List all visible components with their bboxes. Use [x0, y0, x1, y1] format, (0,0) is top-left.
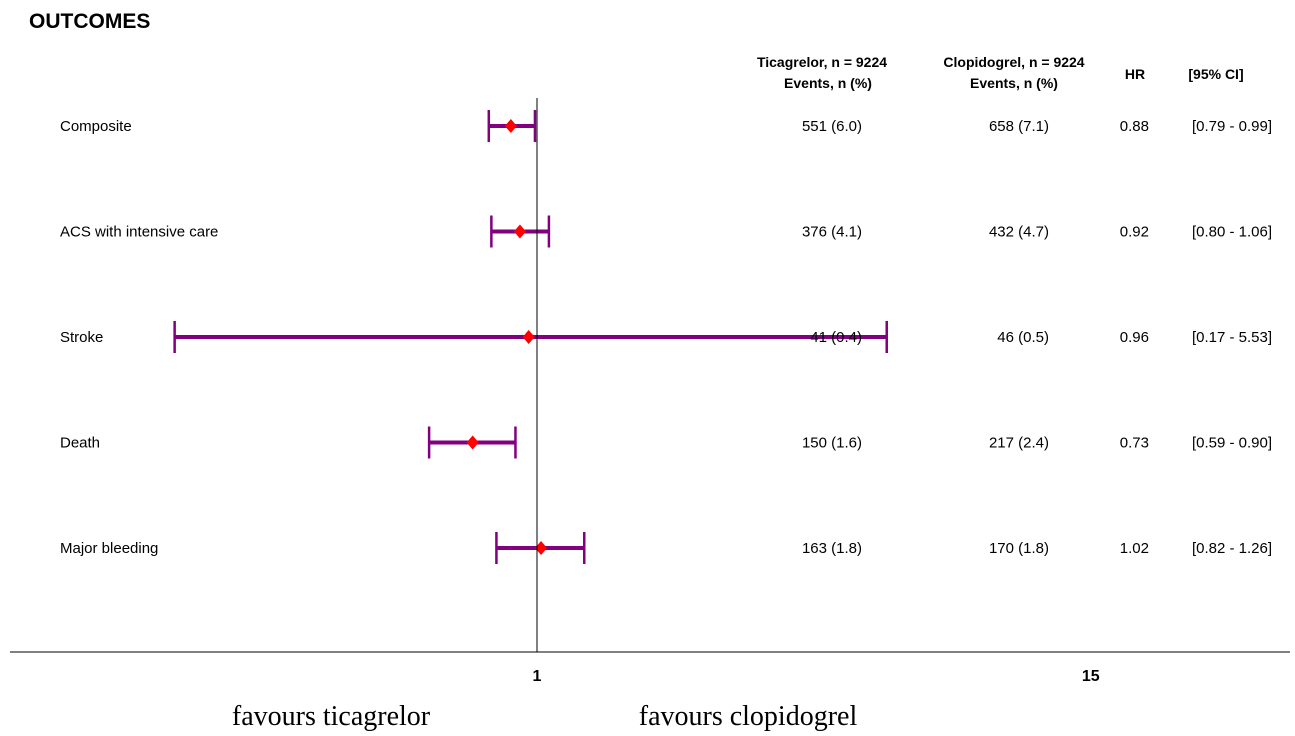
hr-header: HR [1125, 66, 1145, 82]
row-label: Major bleeding [60, 540, 158, 557]
ci-value: [0.79 - 0.99] [1192, 118, 1272, 135]
clopidogrel-header-line2: Events, n (%) [970, 75, 1058, 91]
favours-clopidogrel-label: favours clopidogrel [639, 701, 858, 732]
forest-row: ACS with intensive care 376 (4.1) 432 (4.7… [60, 215, 1272, 248]
ci-value: [0.82 - 1.26] [1192, 540, 1272, 557]
hr-value: 0.88 [1120, 118, 1149, 135]
forest-row: Stroke 41 (0.4) 46 (0.5) 0.96 [0.17 - 5.53] [60, 321, 1272, 353]
ci-value: [0.17 - 5.53] [1192, 329, 1272, 346]
hr-point [522, 330, 535, 344]
ticagrelor-header-line1: Ticagrelor, n = 9224 [757, 54, 887, 70]
ticagrelor-events: 150 (1.6) [802, 435, 862, 452]
hr-point [504, 119, 517, 133]
row-label: Stroke [60, 329, 103, 346]
row-label: Death [60, 435, 100, 452]
x-tick-label: 1 [533, 668, 542, 685]
hr-value: 0.96 [1120, 329, 1149, 346]
clopidogrel-events: 170 (1.8) [989, 540, 1049, 557]
ticagrelor-header-line2: Events, n (%) [784, 75, 872, 91]
clopidogrel-events: 217 (2.4) [989, 435, 1049, 452]
hr-value: 1.02 [1120, 540, 1149, 557]
forest-row: Composite 551 (6.0) 658 (7.1) 0.88 [0.79 - 0… [60, 110, 1272, 142]
ticagrelor-events: 376 (4.1) [802, 224, 862, 241]
clopidogrel-header-line1: Clopidogrel, n = 9224 [943, 54, 1084, 70]
clopidogrel-events: 46 (0.5) [997, 329, 1049, 346]
hr-point [535, 541, 548, 555]
ticagrelor-events: 551 (6.0) [802, 118, 862, 135]
forest-row: Major bleeding 163 (1.8) 170 (1.8) 1.02 [0.8… [60, 532, 1272, 564]
row-label: Composite [60, 118, 132, 135]
hr-point [513, 224, 526, 239]
hr-point [466, 435, 479, 450]
row-label: ACS with intensive care [60, 224, 218, 241]
clopidogrel-events: 658 (7.1) [989, 118, 1049, 135]
forest-row: Death 150 (1.6) 217 (2.4) 0.73 [0.59 - 0.90] [60, 426, 1272, 459]
x-tick-label: 15 [1082, 668, 1100, 685]
favours-ticagrelor-label: favours ticagrelor [232, 701, 431, 732]
ci-value: [0.59 - 0.90] [1192, 435, 1272, 452]
hr-value: 0.73 [1120, 435, 1149, 452]
clopidogrel-events: 432 (4.7) [989, 224, 1049, 241]
ticagrelor-events: 163 (1.8) [802, 540, 862, 557]
chart-title: OUTCOMES [29, 10, 150, 33]
x-axis-ticks: 0.02115 [533, 668, 1100, 685]
hr-value: 0.92 [1120, 224, 1149, 241]
ci-value: [0.80 - 1.06] [1192, 224, 1272, 241]
ticagrelor-events: 41 (0.4) [810, 329, 862, 346]
rows-layer: Composite 551 (6.0) 658 (7.1) 0.88 [0.79 - 0… [60, 110, 1272, 564]
ci-header: [95% CI] [1188, 66, 1243, 82]
